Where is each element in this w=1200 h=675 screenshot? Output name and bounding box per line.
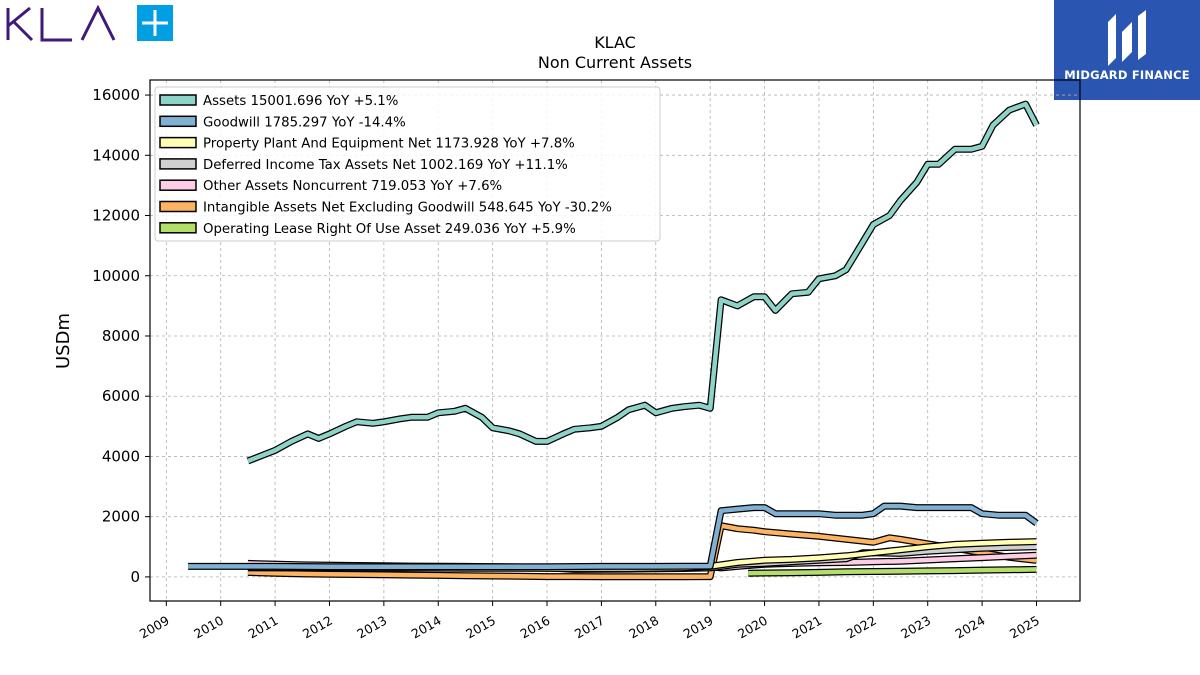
x-tick-label: 2020 [735, 613, 770, 642]
legend-swatch [159, 136, 197, 149]
x-tick-label: 2025 [1007, 613, 1042, 642]
plot-frame [149, 79, 1081, 602]
kla-logo [6, 4, 173, 42]
x-tick-label: 2011 [246, 613, 281, 642]
x-tick-label: 2022 [844, 613, 879, 642]
midgard-mark-icon [1108, 10, 1146, 66]
x-tick-label: 2012 [300, 613, 335, 642]
y-tick-label: 6000 [102, 387, 140, 405]
legend-swatch [159, 158, 197, 170]
x-tick-label: 2015 [463, 613, 498, 642]
legend-swatch [159, 179, 197, 191]
legend-entry-label: Goodwill 1785.297 YoY -14.4% [203, 115, 406, 130]
legend-entry-label: Other Assets Noncurrent 719.053 YoY +7.6… [203, 179, 502, 194]
chart-subtitle: Non Current Assets [538, 53, 692, 72]
y-tick-label: 8000 [102, 327, 140, 345]
series-line [188, 503, 1038, 569]
y-tick-label: 12000 [92, 207, 140, 225]
midgard-finance-logo: MIDGARD FINANCE [1054, 0, 1200, 100]
series-line [247, 101, 1039, 464]
series-lines [188, 100, 1040, 581]
legend-entry-label: Deferred Income Tax Assets Net 1002.169 … [203, 158, 568, 173]
x-tick-label: 2024 [953, 613, 988, 642]
y-tick-label: 2000 [102, 508, 140, 526]
series-line [748, 567, 1037, 576]
y-tick-label: 10000 [92, 267, 140, 285]
x-tick-label: 2013 [354, 613, 389, 642]
series-line [247, 523, 1037, 580]
legend: Assets 15001.696 YoY +5.1% Goodwill 1785.… [154, 86, 661, 242]
legend-swatch [159, 222, 197, 234]
x-tick-label: 2021 [789, 613, 824, 642]
y-tick-label: 14000 [92, 146, 140, 164]
x-tick-label: 2016 [517, 613, 552, 642]
x-tick-label: 2023 [898, 613, 933, 642]
legend-entry-label: Assets 15001.696 YoY +5.1% [203, 94, 398, 109]
chart-title: KLAC [594, 33, 636, 52]
legend-swatch [159, 115, 197, 128]
x-tick-label: 2010 [191, 613, 226, 642]
legend-swatch [159, 94, 197, 106]
x-tick-label: 2018 [626, 613, 661, 642]
y-axis-label: USDm [53, 313, 74, 369]
legend-entry-label: Operating Lease Right Of Use Asset 249.0… [203, 222, 576, 237]
legend-swatch [159, 200, 197, 213]
legend-entry-label: Intangible Assets Net Excluding Goodwill… [203, 201, 612, 216]
midgard-finance-label: MIDGARD FINANCE [1064, 68, 1190, 82]
y-tick-label: 0 [130, 568, 140, 586]
y-tick-label: 4000 [102, 447, 140, 465]
y-tick-label: 16000 [92, 86, 140, 104]
x-tick-label: 2019 [681, 613, 716, 642]
x-tick-label: 2017 [572, 613, 607, 642]
x-tick-label: 2014 [409, 613, 444, 642]
legend-entry-label: Property Plant And Equipment Net 1173.92… [203, 137, 575, 152]
legend-box [154, 86, 661, 242]
x-tick-label: 2009 [137, 613, 172, 642]
